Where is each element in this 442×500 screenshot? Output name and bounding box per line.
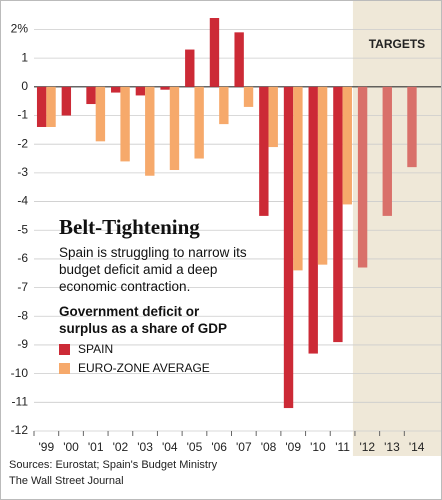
- y-tick-label: 2%: [11, 22, 29, 36]
- bar: [209, 18, 220, 87]
- bar: [120, 86, 130, 162]
- x-tick-label: '09: [285, 440, 301, 454]
- subtitle: Spain is struggling to narrow its budget…: [59, 245, 247, 294]
- bar: [95, 86, 106, 142]
- x-tick-label: '00: [63, 440, 79, 454]
- bar: [111, 86, 121, 93]
- bar: [219, 86, 229, 125]
- bar: [46, 86, 56, 127]
- x-tick-label: '03: [137, 440, 153, 454]
- bar: [234, 32, 244, 87]
- y-tick-label: -4: [17, 194, 28, 208]
- y-tick-label: 1: [21, 50, 28, 64]
- legend-entry: EURO-ZONE AVERAGE: [59, 361, 259, 375]
- y-tick-label: -1: [17, 108, 28, 122]
- x-tick-label: '05: [187, 440, 203, 454]
- y-tick-label: -6: [17, 251, 28, 265]
- y-tick-label: -2: [17, 136, 28, 150]
- x-tick-label: '10: [310, 440, 326, 454]
- text-block: Belt-Tightening Spain is struggling to n…: [59, 215, 259, 375]
- bar: [86, 86, 96, 105]
- bar: [36, 86, 47, 127]
- bar: [357, 86, 368, 268]
- bar: [145, 86, 155, 176]
- bar: [333, 86, 343, 343]
- target-region: [352, 1, 441, 456]
- x-tick-label: '11: [335, 440, 350, 454]
- bar: [194, 86, 204, 159]
- y-tick-label: -8: [17, 308, 28, 322]
- x-tick-label: '04: [162, 440, 178, 454]
- y-tick-label: -11: [12, 394, 29, 408]
- legend-swatch: [59, 343, 70, 355]
- legend-swatch: [59, 362, 70, 374]
- x-tick-label: '06: [211, 440, 227, 454]
- x-tick-label: '02: [113, 440, 129, 454]
- bar: [317, 86, 328, 265]
- bar: [185, 49, 195, 87]
- bar: [268, 86, 278, 148]
- legend-entry: SPAIN: [59, 342, 259, 356]
- x-tick-label: '12: [359, 440, 375, 454]
- bar: [293, 86, 303, 271]
- y-tick-label: -5: [17, 222, 28, 236]
- bar: [407, 86, 417, 168]
- y-label: Government deficit or surplus as a share…: [59, 304, 228, 336]
- y-tick-label: -10: [11, 366, 29, 380]
- bar: [342, 86, 352, 205]
- y-tick-label: -12: [11, 423, 29, 437]
- source: Sources: Eurostat; Spain's Budget Minist…: [9, 459, 218, 471]
- x-tick-label: '13: [384, 440, 400, 454]
- bar: [308, 86, 318, 354]
- bar: [61, 86, 72, 116]
- y-tick-label: -7: [17, 280, 28, 294]
- legend-label: SPAIN: [78, 342, 114, 356]
- bar: [169, 86, 180, 171]
- bar: [160, 86, 170, 90]
- y-tick-label: -9: [17, 337, 28, 351]
- x-tick-label: '14: [409, 440, 425, 454]
- bar: [135, 86, 146, 96]
- target-label: TARGETS: [369, 37, 425, 51]
- x-tick-label: '99: [39, 440, 55, 454]
- x-tick-label: '08: [261, 440, 277, 454]
- x-tick-label: '01: [88, 440, 104, 454]
- bar: [382, 86, 392, 216]
- chart-title: Belt-Tightening: [59, 215, 200, 239]
- legend-label: EURO-ZONE AVERAGE: [78, 361, 210, 375]
- x-tick-label: '07: [236, 440, 252, 454]
- source: The Wall Street Journal: [9, 475, 124, 487]
- bar: [259, 86, 269, 216]
- bar: [283, 86, 294, 409]
- y-tick-label: -3: [17, 165, 28, 179]
- bar: [243, 86, 254, 107]
- y-tick-label: 0: [21, 79, 28, 93]
